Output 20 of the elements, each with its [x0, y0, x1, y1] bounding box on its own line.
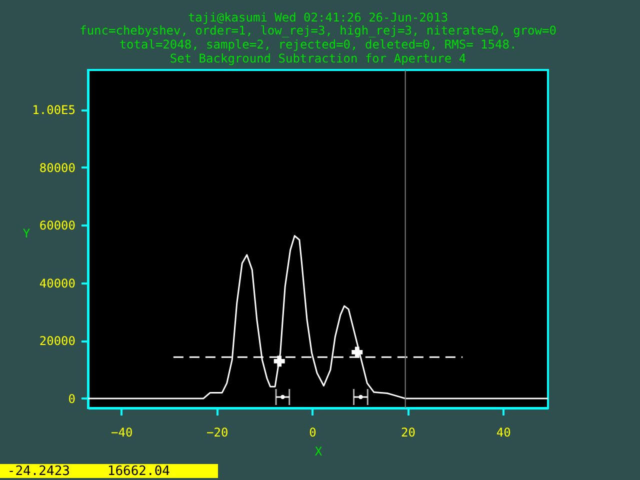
y-tick-label: 80000 [39, 160, 76, 175]
point [274, 356, 285, 367]
chart-title: taji@kasumi Wed 02:41:26 26-Jun-2013 [188, 10, 448, 24]
y-tick-label: 0 [68, 392, 76, 406]
text: 16662.04 [107, 464, 170, 479]
y-tick-label: 40000 [39, 276, 76, 290]
chart-subtitle: func=chebyshev, order=1, low_rej=3, high_rej=3, niterate=0, grow=0 total=2048, sample=2, rejected=0, deleted=0, RMS= 1548. Set Background Subtraction for Aperture 4 [80, 24, 556, 66]
y-axis-title: Y [22, 226, 31, 240]
point [352, 346, 363, 358]
y-tick-label: 1.00E5 [32, 103, 76, 118]
x-tick-label: 0 [309, 426, 316, 440]
x-tick-label: −20 [206, 426, 228, 440]
x-tick-label: 20 [400, 426, 416, 440]
text: -24.2423 [7, 464, 70, 479]
line-series [88, 235, 548, 400]
y-tick-label: 60000 [39, 218, 76, 233]
x-tick-label: −40 [111, 426, 133, 440]
x-tick-label: 40 [496, 426, 511, 440]
x-axis-title: X [314, 444, 323, 458]
y-tick-label: 20000 [39, 334, 76, 348]
